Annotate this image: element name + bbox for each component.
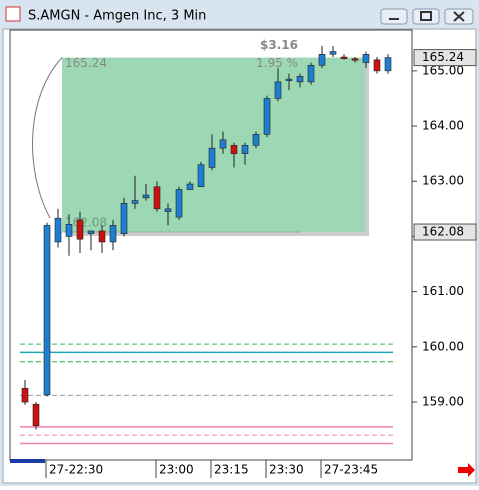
candle-body [76,219,84,240]
measure-box [62,57,365,233]
y-tick-label: 165.00 [422,63,464,77]
measure-percent: 1.95 % [256,56,298,70]
candle-body [252,134,260,146]
candle-body [351,58,359,61]
candle-body [153,186,161,210]
candle-body [340,56,348,60]
y-tick-label: 164.00 [422,119,464,133]
price-tag [413,49,477,67]
minimize-button[interactable] [380,8,408,25]
x-tick-label: 27-22:30 [49,463,103,477]
candle-body [362,53,370,63]
maximize-button[interactable] [412,8,440,25]
candle-body [230,145,238,154]
candle-body [274,81,282,99]
candle-body [307,65,315,83]
price-tag [413,223,477,241]
candle-body [65,224,73,237]
scroll-indicator [10,459,45,463]
x-tick-label: 27-23:45 [324,463,378,477]
candle-body [109,225,117,243]
y-tick-label: 163.00 [422,174,464,188]
x-tick-label: 23:30 [269,463,304,477]
candle-body [384,57,392,72]
candle-body [54,217,62,243]
candle-body [329,51,337,55]
price-tag-label: 165.24 [422,50,464,64]
candle-body [219,139,227,149]
measure-start-label: 162.08 [65,216,107,230]
price-tag-label: 162.08 [422,225,464,239]
candle-body [98,230,106,243]
candle-body [197,164,205,188]
measure-end-label: 165.24 [65,56,107,70]
candle-body [285,78,293,81]
candle-body [208,147,216,168]
scroll-arrow[interactable] [458,463,475,477]
y-tick-label: 160.00 [422,339,464,353]
window-buttons[interactable] [380,8,474,25]
candle-body [21,387,29,403]
measure-change: $3.16 [260,38,298,52]
candle-body [32,403,40,427]
app-icon [5,6,21,22]
candle-body [318,53,326,66]
candle-body [175,189,183,218]
x-tick-label: 23:00 [159,463,194,477]
maximize-glyph [420,11,432,21]
measure-bracket [32,57,63,219]
candle-body [120,203,128,234]
candle-body [43,225,51,396]
candle-body [186,183,194,190]
window-title: S.AMGN - Amgen Inc, 3 Min [28,9,206,24]
y-tick-label: 159.00 [422,395,464,409]
close-glyph [453,11,465,22]
x-tick-label: 23:15 [214,463,249,477]
y-tick-label: 161.00 [422,284,464,298]
candle-body [373,59,381,72]
candle-body [131,200,139,204]
candle-body [142,194,150,199]
candle-body [164,208,172,212]
candle-body [241,145,249,154]
candle-body [263,98,271,135]
candle-body [296,76,304,83]
candle-body [87,230,95,234]
